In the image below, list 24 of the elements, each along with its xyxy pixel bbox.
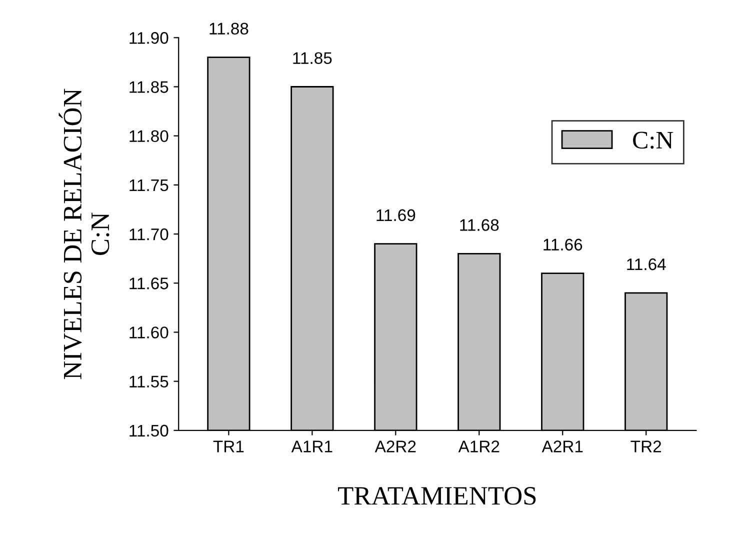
data-label: 11.66 xyxy=(544,238,582,251)
x-axis-title: TRATAMIENTOS xyxy=(338,487,536,505)
y-tick-label: 11.60 xyxy=(130,326,168,338)
x-tick-label: A1R1 xyxy=(291,440,332,452)
y-tick-label: 11.50 xyxy=(130,424,168,437)
data-label: 11.68 xyxy=(460,219,499,231)
y-tick-label: 11.85 xyxy=(130,81,168,93)
y-tick-label: 11.80 xyxy=(130,130,168,142)
x-tick-label: TR2 xyxy=(630,440,662,452)
y-tick-label: 11.70 xyxy=(130,228,168,240)
data-label: 11.64 xyxy=(627,258,666,270)
y-tick-label: 11.55 xyxy=(130,376,168,388)
data-label: 11.85 xyxy=(293,52,332,64)
y-axis-title: NIVELES DE RELACIÓN C:N xyxy=(58,88,110,380)
x-tick-label: A1R2 xyxy=(458,440,500,452)
x-tick-label: A2R2 xyxy=(374,440,416,452)
y-tick-label: 11.65 xyxy=(130,278,168,290)
legend-label: C:N xyxy=(633,132,674,149)
data-label: 11.88 xyxy=(210,22,248,35)
x-tick-label: A2R1 xyxy=(542,440,583,452)
x-tick-label: TR1 xyxy=(213,440,244,452)
y-tick-label: 11.90 xyxy=(130,32,168,44)
data-label: 11.69 xyxy=(376,209,416,222)
y-tick-label: 11.75 xyxy=(130,180,168,192)
